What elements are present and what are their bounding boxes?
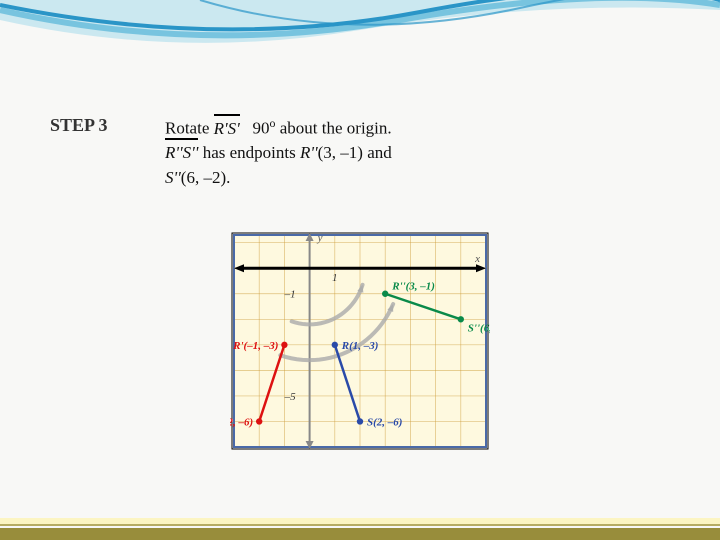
line2-r: R'' bbox=[300, 143, 318, 162]
coordinate-graph: –1 –5 1 R'(–1, –3) S'(–2, –6) R(1, –3) S(2, –6… bbox=[230, 231, 490, 451]
line2-seg: R''S'' bbox=[165, 141, 198, 166]
step-label: STEP 3 bbox=[50, 115, 125, 136]
svg-text:1: 1 bbox=[332, 272, 338, 284]
svg-text:–5: –5 bbox=[284, 390, 297, 402]
line2-mid: has endpoints bbox=[203, 143, 300, 162]
svg-text:y: y bbox=[317, 232, 323, 244]
line2-r-coord: (3, –1) bbox=[318, 143, 363, 162]
line3-s-coord: (6, –2). bbox=[181, 168, 231, 187]
svg-text:S(2, –6): S(2, –6) bbox=[367, 416, 402, 428]
line1-post: about the origin. bbox=[280, 119, 392, 138]
svg-text:R'(–1, –3): R'(–1, –3) bbox=[232, 339, 278, 351]
top-swoosh bbox=[0, 0, 720, 90]
line1-angle: 90 bbox=[253, 119, 270, 138]
line1-pre: Rotate bbox=[165, 119, 214, 138]
svg-text:x: x bbox=[474, 253, 480, 265]
content: STEP 3 Rotate R'S' 90o about the origin.… bbox=[50, 115, 670, 451]
svg-text:R''(3, –1): R''(3, –1) bbox=[391, 280, 435, 292]
bottom-bar bbox=[0, 510, 720, 540]
line1-deg: o bbox=[270, 116, 276, 130]
svg-text:R(1, –3): R(1, –3) bbox=[341, 339, 379, 351]
svg-text:S'(–2, –6): S'(–2, –6) bbox=[230, 416, 253, 428]
line3-s: S'' bbox=[165, 168, 181, 187]
line2-and: and bbox=[367, 143, 392, 162]
step-text: Rotate R'S' 90o about the origin. R''S''… bbox=[165, 115, 392, 191]
svg-text:–1: –1 bbox=[284, 288, 296, 300]
svg-text:S''(6, –2): S''(6, –2) bbox=[468, 322, 490, 334]
line1-seg: R'S' bbox=[214, 117, 240, 142]
